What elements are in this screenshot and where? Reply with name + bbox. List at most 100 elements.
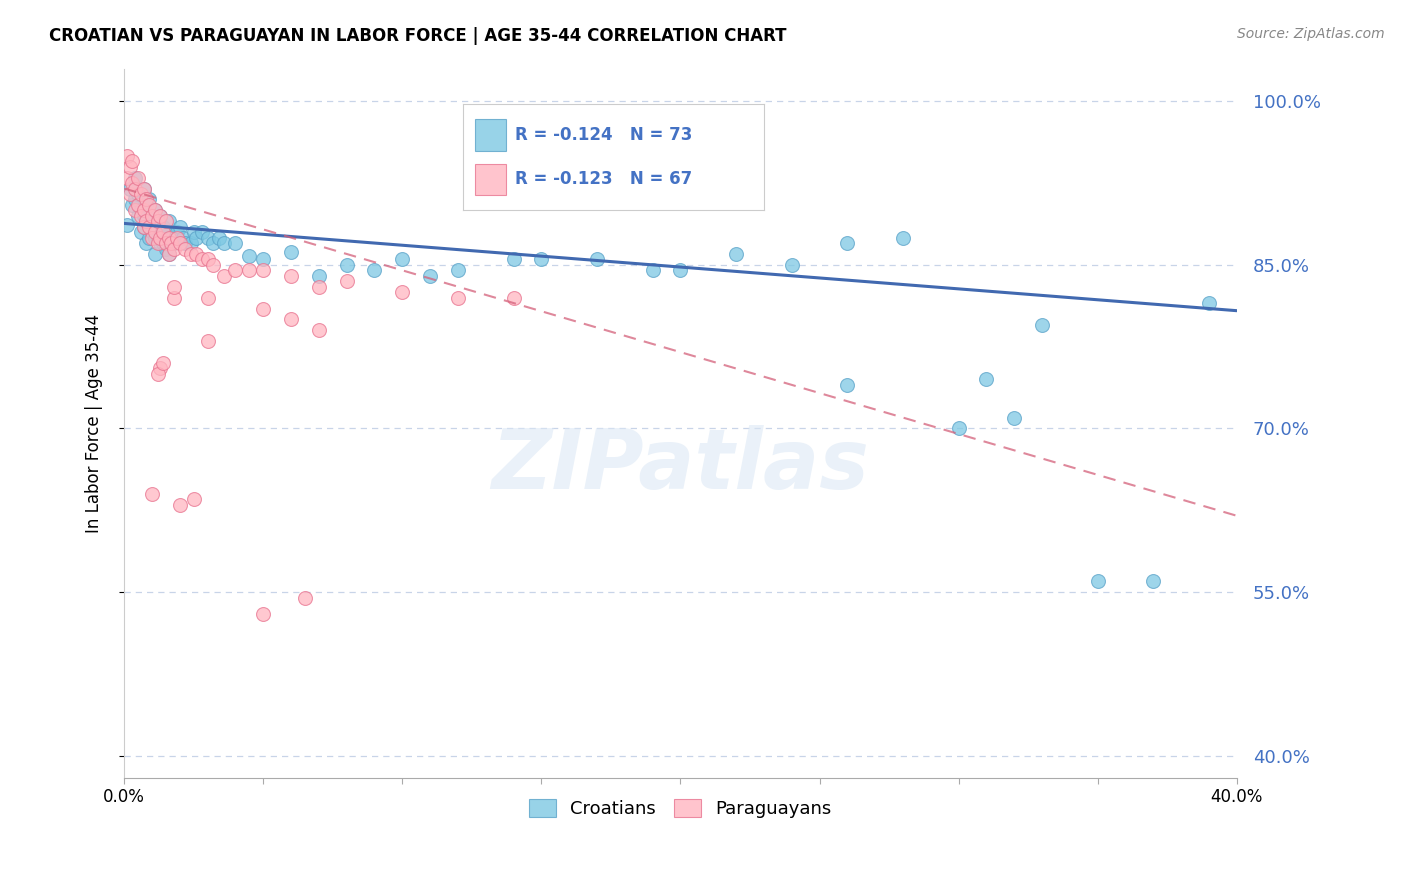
Point	[780, 258, 803, 272]
Point	[180, 247, 202, 261]
Point	[502, 291, 524, 305]
Point	[252, 607, 274, 621]
Point	[141, 209, 163, 223]
Point	[135, 193, 157, 207]
Point	[163, 291, 186, 305]
Point	[186, 247, 208, 261]
Point	[127, 170, 149, 185]
Point	[152, 219, 174, 234]
Point	[186, 230, 208, 244]
Point	[837, 235, 859, 250]
Point	[169, 219, 191, 234]
Point	[280, 268, 302, 283]
Point	[280, 244, 302, 259]
Point	[127, 198, 149, 212]
Text: ZIPatlas: ZIPatlas	[492, 425, 869, 506]
Point	[180, 235, 202, 250]
Point	[197, 291, 219, 305]
Point	[391, 252, 413, 267]
Point	[530, 252, 553, 267]
Point	[132, 209, 155, 223]
Point	[208, 230, 231, 244]
Point	[163, 235, 186, 250]
Point	[280, 312, 302, 326]
Point	[135, 214, 157, 228]
Point	[502, 252, 524, 267]
Point	[183, 492, 205, 507]
Point	[129, 203, 152, 218]
Point	[141, 487, 163, 501]
Point	[891, 230, 914, 244]
Point	[669, 263, 692, 277]
Point	[238, 263, 260, 277]
Text: Source: ZipAtlas.com: Source: ZipAtlas.com	[1237, 27, 1385, 41]
Point	[308, 323, 330, 337]
Point	[252, 252, 274, 267]
Point	[138, 198, 160, 212]
Point	[141, 230, 163, 244]
Point	[197, 230, 219, 244]
Point	[191, 225, 214, 239]
Point	[149, 235, 172, 250]
Point	[138, 193, 160, 207]
Y-axis label: In Labor Force | Age 35-44: In Labor Force | Age 35-44	[86, 313, 103, 533]
Point	[132, 181, 155, 195]
Point	[1087, 574, 1109, 589]
Point	[121, 154, 143, 169]
Point	[129, 209, 152, 223]
Point	[152, 225, 174, 239]
Point	[146, 367, 169, 381]
Point	[172, 230, 194, 244]
Point	[118, 186, 141, 201]
Point	[224, 235, 246, 250]
Point	[174, 235, 197, 250]
Point	[141, 209, 163, 223]
Point	[132, 203, 155, 218]
Point	[132, 219, 155, 234]
Point	[948, 421, 970, 435]
Point	[224, 263, 246, 277]
Point	[127, 209, 149, 223]
Point	[129, 225, 152, 239]
Point	[447, 291, 470, 305]
Point	[155, 225, 177, 239]
Point	[155, 235, 177, 250]
Point	[202, 258, 225, 272]
Point	[124, 181, 146, 195]
Point	[169, 235, 191, 250]
Point	[157, 247, 180, 261]
Point	[157, 247, 180, 261]
Point	[1198, 296, 1220, 310]
Point	[115, 218, 138, 232]
Point	[149, 209, 172, 223]
Point	[143, 203, 166, 218]
Point	[132, 219, 155, 234]
Point	[129, 186, 152, 201]
Point	[214, 235, 236, 250]
Point	[138, 230, 160, 244]
Point	[1031, 318, 1053, 332]
Point	[146, 235, 169, 250]
Point	[252, 263, 274, 277]
Point	[191, 252, 214, 267]
Point	[163, 242, 186, 256]
Point	[837, 377, 859, 392]
Point	[146, 230, 169, 244]
Point	[308, 268, 330, 283]
Point	[146, 214, 169, 228]
Point	[157, 214, 180, 228]
Point	[197, 334, 219, 349]
Point	[725, 247, 748, 261]
Point	[214, 268, 236, 283]
Point	[124, 193, 146, 207]
Point	[419, 268, 441, 283]
Point	[586, 252, 609, 267]
Point	[127, 186, 149, 201]
Point	[183, 225, 205, 239]
Point	[202, 235, 225, 250]
Text: CROATIAN VS PARAGUAYAN IN LABOR FORCE | AGE 35-44 CORRELATION CHART: CROATIAN VS PARAGUAYAN IN LABOR FORCE | …	[49, 27, 787, 45]
Point	[294, 591, 316, 605]
Point	[252, 301, 274, 316]
Point	[160, 230, 183, 244]
Point	[157, 230, 180, 244]
